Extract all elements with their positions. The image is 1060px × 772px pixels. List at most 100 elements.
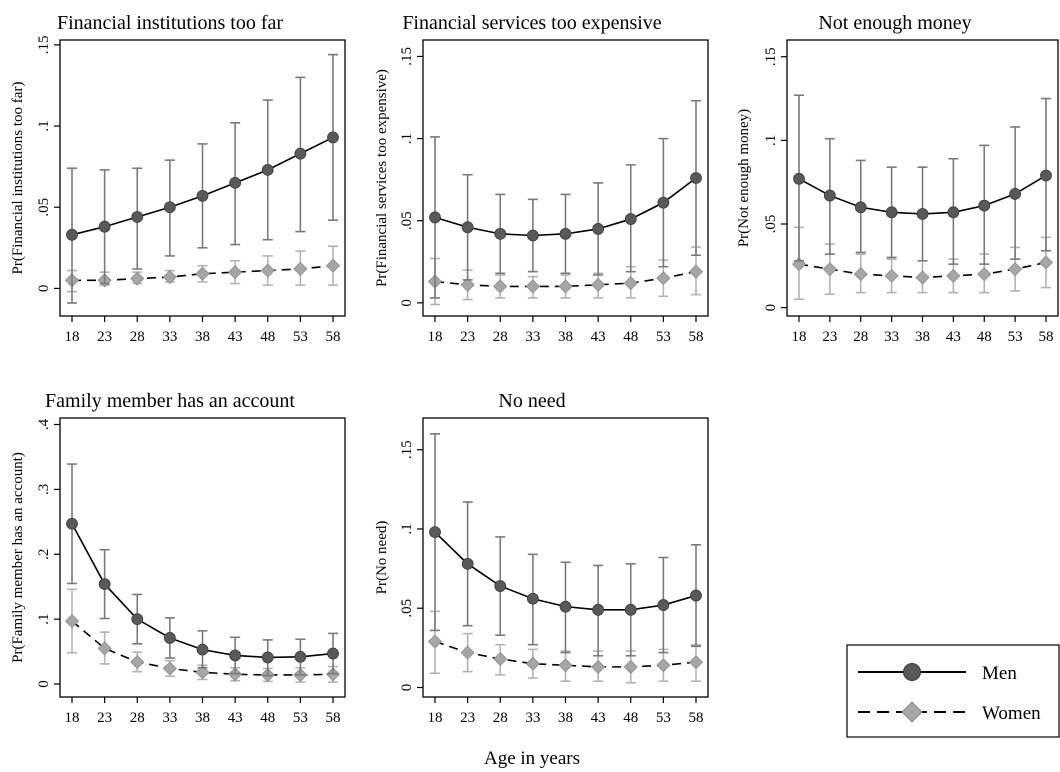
- point-men: [690, 172, 702, 184]
- x-axis-label: Age in years: [484, 748, 580, 769]
- legend-women-label: Women: [982, 703, 1041, 724]
- chart-panel-5: No need Pr(No need) 0 .05 .1 .15 18 23 28 33 38 43 4…: [374, 390, 709, 726]
- x-tick-label: 48: [623, 710, 638, 726]
- x-tick-label: 23: [97, 329, 112, 345]
- y-tick-label: .05: [763, 215, 779, 234]
- y-tick-label: .15: [399, 440, 415, 459]
- point-men: [978, 199, 991, 212]
- x-tick-label: 18: [65, 329, 80, 345]
- point-women: [195, 665, 210, 680]
- point-men: [327, 131, 339, 144]
- point-men: [657, 599, 670, 611]
- point-women: [591, 659, 606, 674]
- panel-title: No need: [498, 390, 565, 412]
- y-tick-label: .1: [36, 120, 52, 131]
- point-men: [690, 589, 702, 602]
- legend-women-marker: [901, 701, 923, 723]
- point-men: [131, 211, 144, 223]
- point-men: [294, 650, 307, 663]
- point-women: [977, 267, 992, 282]
- x-tick-label: 18: [428, 710, 443, 726]
- point-men: [916, 208, 929, 220]
- x-tick-label: 53: [293, 710, 308, 726]
- point-women: [688, 655, 704, 670]
- point-women: [946, 268, 961, 283]
- y-axis-label: Pr(Financial services too expensive): [374, 69, 390, 287]
- point-women: [130, 654, 145, 670]
- point-men: [196, 189, 209, 202]
- point-women: [460, 277, 475, 292]
- x-tick-label: 43: [228, 329, 243, 345]
- x-tick-label: 23: [460, 710, 475, 726]
- point-women: [325, 258, 341, 273]
- y-tick-label: .15: [399, 47, 415, 66]
- y-tick-label: .1: [36, 614, 52, 625]
- point-women: [915, 270, 930, 285]
- point-men: [98, 220, 111, 233]
- point-men: [1040, 169, 1052, 182]
- x-tick-label: 43: [228, 710, 243, 726]
- legend: Men Women: [846, 644, 1060, 738]
- x-tick-label: 33: [162, 329, 177, 345]
- point-men: [163, 632, 176, 644]
- y-tick-label: .05: [36, 198, 52, 217]
- point-men: [624, 603, 637, 616]
- point-men: [526, 592, 539, 605]
- x-tick-label: 28: [493, 710, 508, 726]
- y-tick-label: 0: [399, 299, 415, 307]
- point-men: [229, 176, 242, 189]
- chart-panel-3: Not enough money Pr(Not enough money) 0 .05…: [736, 12, 1059, 345]
- point-women: [822, 262, 837, 277]
- x-tick-label: 53: [293, 329, 308, 345]
- x-tick-label: 18: [428, 329, 443, 345]
- y-axis-label: Pr(No need): [374, 521, 390, 595]
- point-men: [229, 649, 242, 662]
- y-tick-label: 0: [399, 684, 415, 692]
- y-tick-label: .3: [36, 484, 52, 495]
- legend-men-marker: [903, 663, 921, 681]
- point-men: [429, 526, 441, 539]
- point-men: [1009, 187, 1022, 200]
- point-women: [162, 269, 177, 285]
- series-line-women: [434, 270, 697, 288]
- x-tick-label: 23: [460, 329, 475, 345]
- y-axis-label: Pr(Financial institutions too far): [10, 82, 26, 275]
- y-tick-label: .1: [399, 133, 415, 144]
- x-tick-label: 53: [1008, 329, 1023, 345]
- point-women: [97, 641, 112, 656]
- point-men: [793, 172, 805, 185]
- point-women: [525, 656, 540, 671]
- x-tick-label: 58: [326, 710, 341, 726]
- point-men: [98, 578, 111, 591]
- point-men: [657, 196, 670, 209]
- point-women: [525, 279, 540, 294]
- point-women: [260, 263, 275, 278]
- point-women: [623, 276, 638, 291]
- point-women: [791, 257, 807, 272]
- point-men: [294, 147, 307, 160]
- point-women: [688, 264, 704, 279]
- panel-title: Family member has an account: [45, 390, 295, 412]
- point-women: [130, 271, 145, 286]
- point-men: [823, 189, 836, 202]
- x-tick-label: 33: [884, 329, 899, 345]
- series-line-women: [72, 264, 334, 282]
- series-line-women: [434, 640, 697, 668]
- point-men: [559, 227, 572, 240]
- point-men: [131, 613, 144, 626]
- x-tick-label: 48: [623, 329, 638, 345]
- point-women: [195, 266, 210, 281]
- x-tick-label: 23: [822, 329, 837, 345]
- x-tick-label: 38: [915, 329, 930, 345]
- point-men: [624, 213, 637, 225]
- point-women: [558, 279, 573, 294]
- point-women: [427, 634, 443, 649]
- point-men: [429, 211, 441, 224]
- x-tick-label: 58: [326, 329, 341, 345]
- x-tick-label: 48: [260, 710, 275, 726]
- point-women: [656, 658, 671, 673]
- point-men: [196, 643, 209, 656]
- y-tick-label: 0: [36, 680, 52, 688]
- point-women: [558, 658, 573, 673]
